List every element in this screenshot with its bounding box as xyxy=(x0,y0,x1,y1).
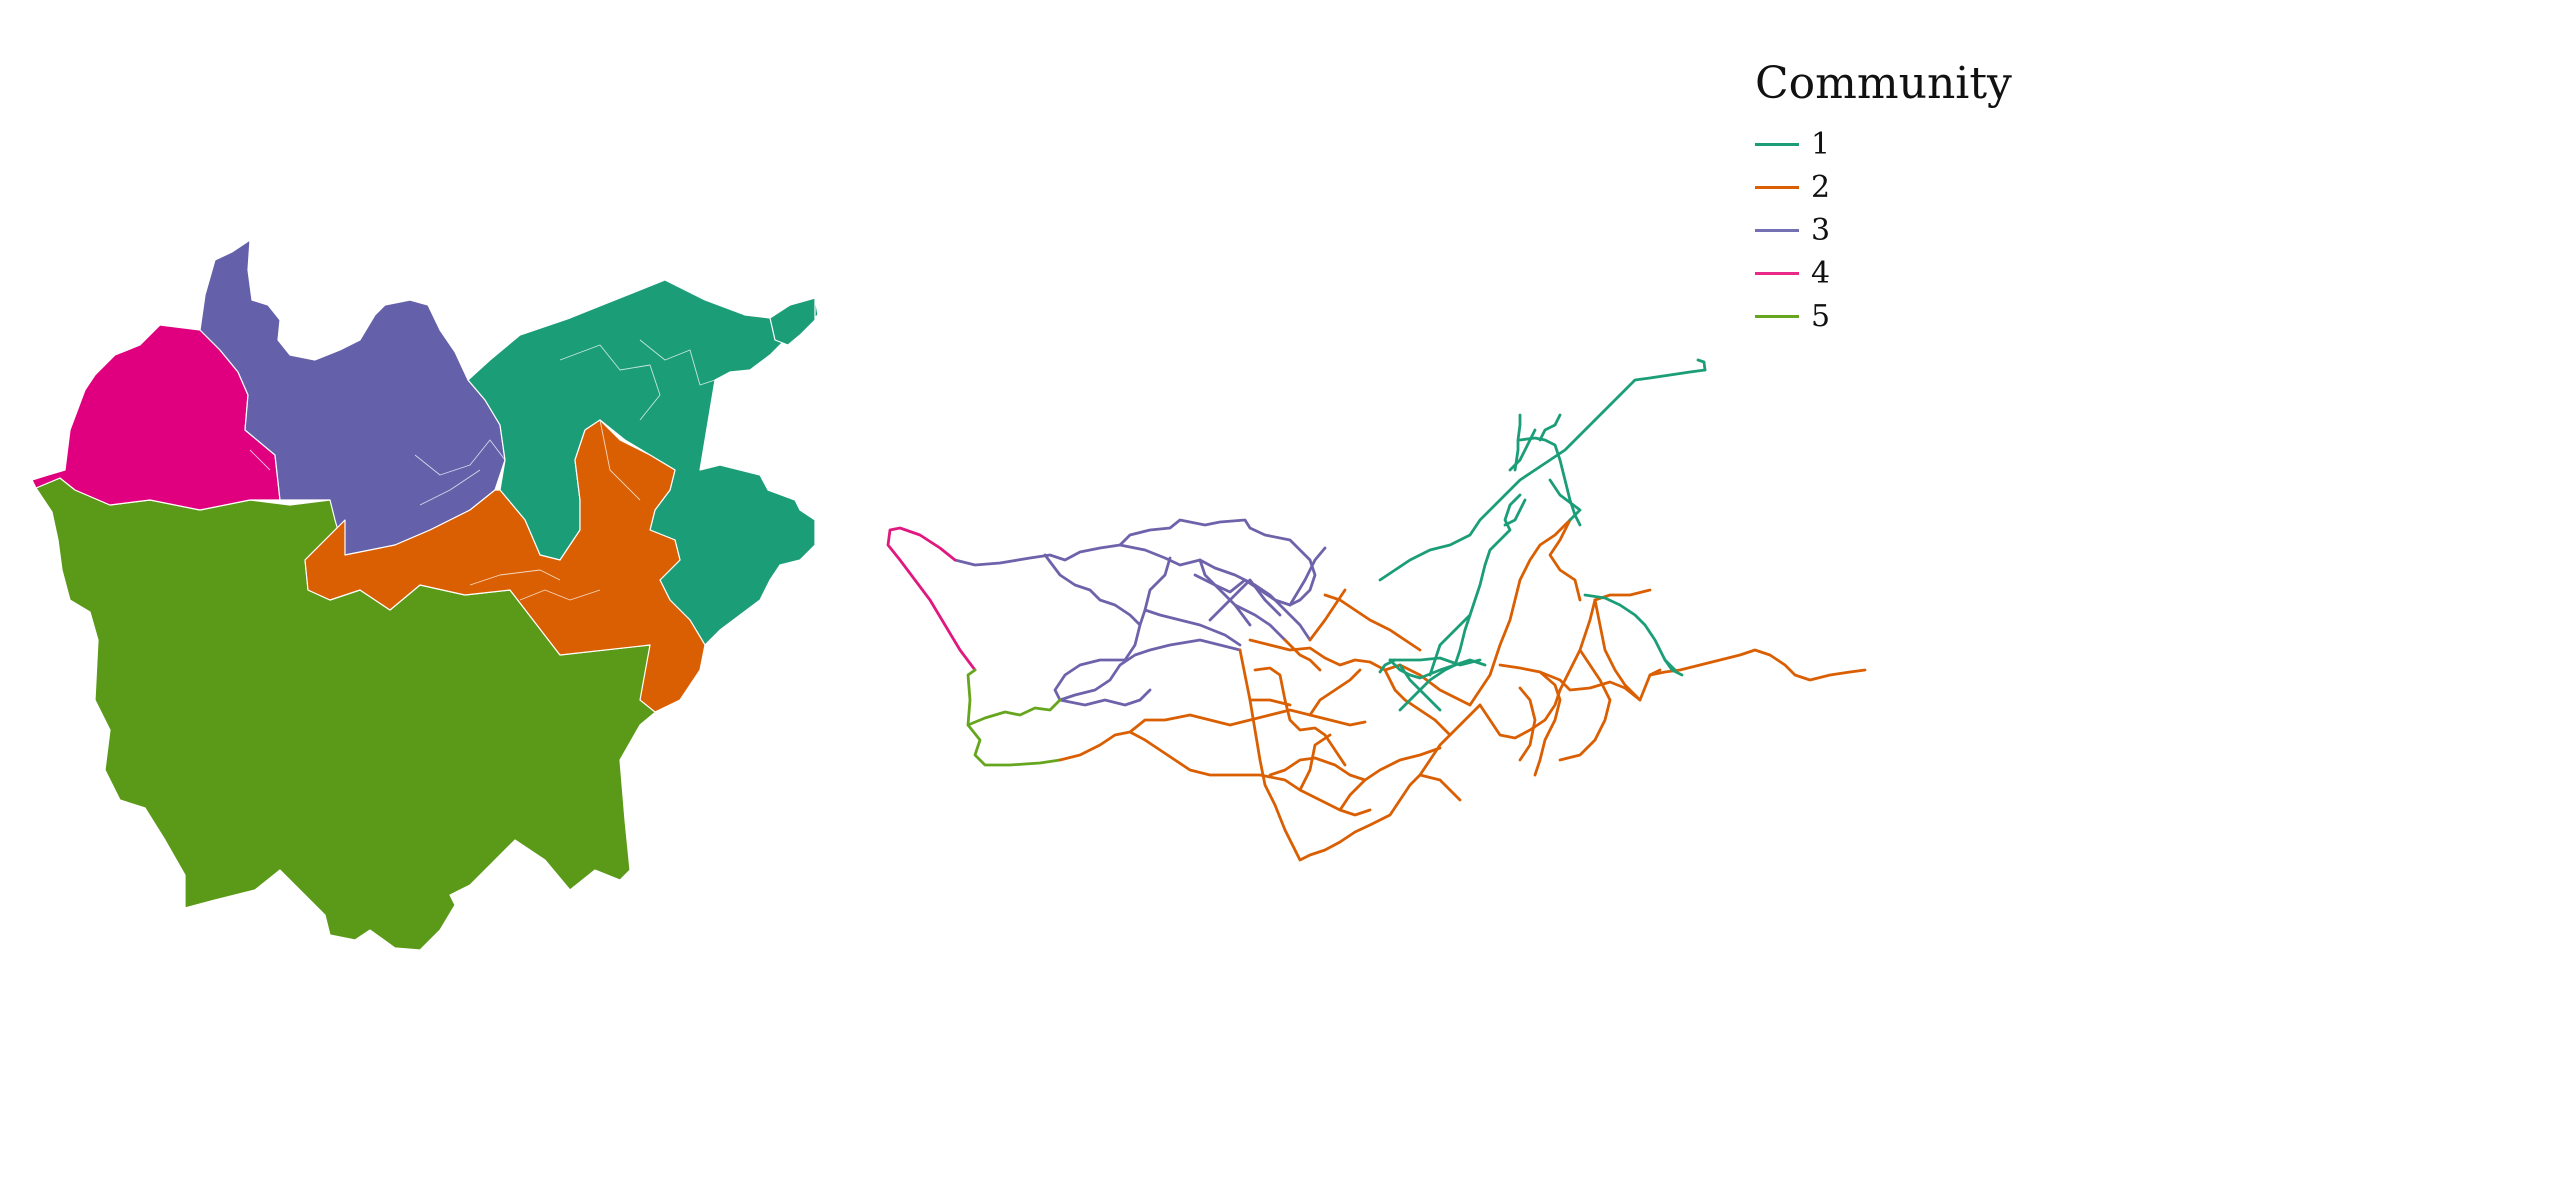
region-community-1b xyxy=(769,297,816,346)
legend-swatch xyxy=(1755,186,1799,189)
community-route-network xyxy=(886,358,1867,862)
legend-swatch xyxy=(1755,143,1799,146)
legend-items: 1 2 3 4 5 xyxy=(1755,123,2012,338)
legend-item: 4 xyxy=(1755,252,2012,295)
routes-community-4 xyxy=(886,526,977,672)
routes-community-1 xyxy=(1378,358,1707,712)
legend-swatch xyxy=(1755,229,1799,232)
region-community-2 xyxy=(304,419,706,713)
legend-item: 1 xyxy=(1755,123,2012,166)
community-region-map xyxy=(31,239,819,951)
legend-item-label: 5 xyxy=(1811,299,1831,334)
legend: Community 1 2 3 4 5 xyxy=(1755,58,2012,338)
routes-community-3 xyxy=(953,518,1327,707)
legend-item-label: 1 xyxy=(1811,127,1831,162)
legend-item-label: 4 xyxy=(1811,256,1831,291)
routes-community-2 xyxy=(1058,518,1867,862)
legend-item-label: 3 xyxy=(1811,213,1831,248)
region-community-3 xyxy=(199,239,506,556)
routes-community-5 xyxy=(966,668,1062,767)
sub-region-boundaries xyxy=(249,339,716,601)
legend-item: 2 xyxy=(1755,166,2012,209)
legend-swatch xyxy=(1755,272,1799,275)
legend-item: 3 xyxy=(1755,209,2012,252)
legend-item-label: 2 xyxy=(1811,170,1831,205)
legend-item: 5 xyxy=(1755,295,2012,338)
legend-swatch xyxy=(1755,315,1799,318)
legend-title: Community xyxy=(1755,58,2012,109)
